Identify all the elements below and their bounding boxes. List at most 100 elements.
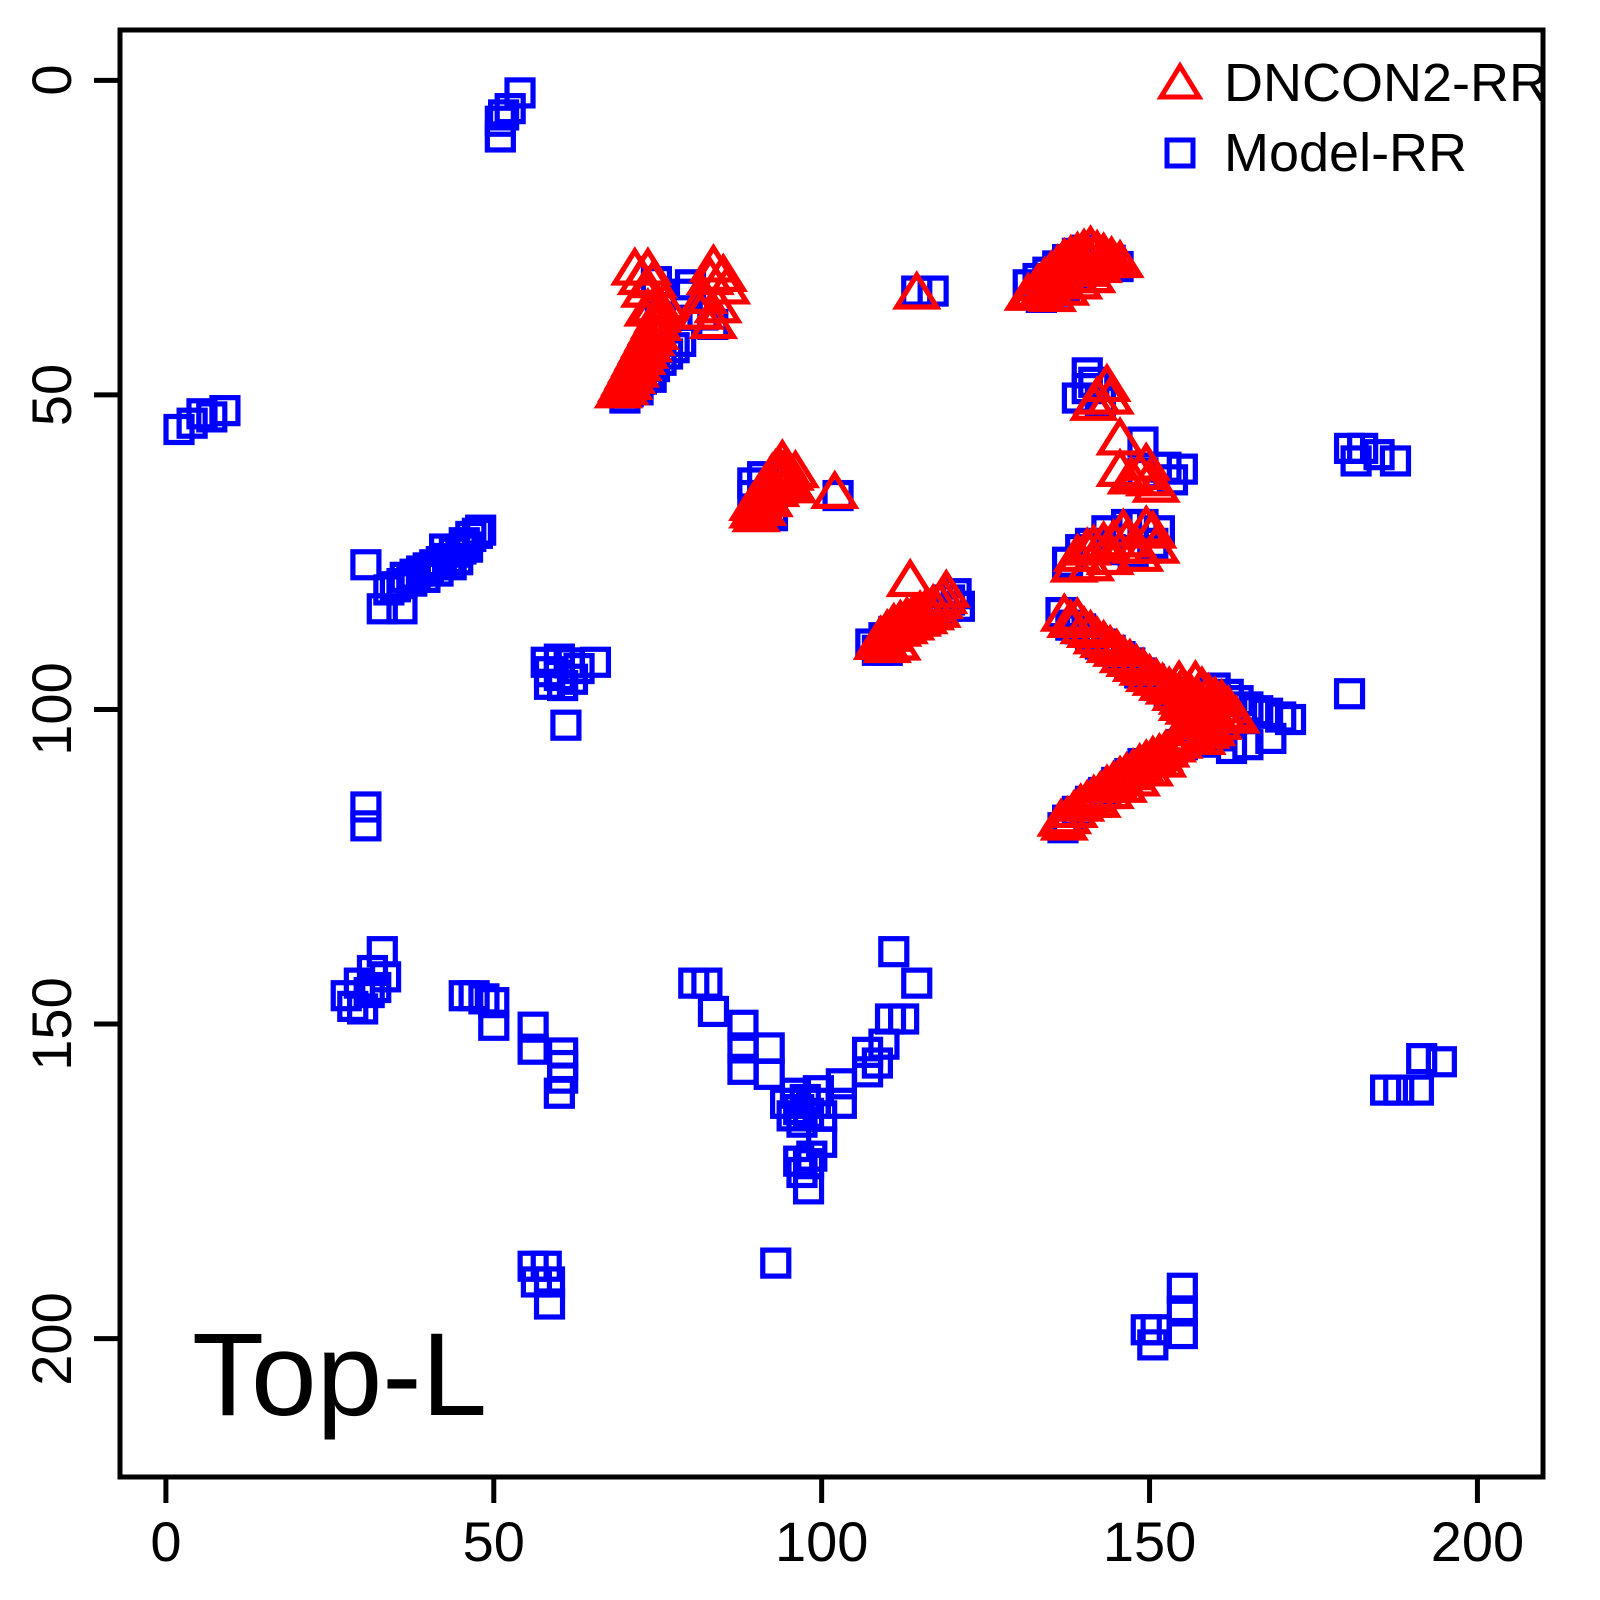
x-tick-label: 200 <box>1430 1510 1525 1573</box>
data-point-dncon2-rr <box>1137 738 1188 778</box>
data-point-dncon2-rr <box>1115 532 1165 572</box>
data-point-model-rr <box>484 105 516 137</box>
data-point-dncon2-rr <box>761 460 811 500</box>
data-point-model-rr <box>543 1077 575 1109</box>
data-point-model-rr <box>1333 678 1366 710</box>
x-tick-label: 100 <box>774 1510 869 1573</box>
legend-item-dncon2: DNCON2-RR <box>1152 52 1548 114</box>
data-point-model-rr <box>1379 445 1412 477</box>
data-point-model-rr <box>825 1087 857 1119</box>
data-point-model-rr <box>792 1173 825 1205</box>
data-point-dncon2-rr <box>1106 455 1156 495</box>
data-point-dncon2-rr <box>1128 509 1178 549</box>
data-point-model-rr <box>465 514 497 546</box>
data-point-dncon2-rr <box>616 255 667 296</box>
data-point-model-rr <box>488 99 520 131</box>
data-point-model-rr <box>186 398 218 430</box>
data-point-model-rr <box>861 1047 894 1079</box>
data-point-dncon2-rr <box>1082 362 1132 403</box>
data-point-dncon2-rr <box>633 301 683 342</box>
y-tick-label: 200 <box>20 1291 83 1386</box>
data-point-model-rr <box>504 77 536 109</box>
data-point-dncon2-rr <box>921 568 971 608</box>
panel-label: Top-L <box>192 1309 488 1441</box>
data-point-model-rr <box>1166 1295 1198 1327</box>
data-point-model-rr <box>697 995 730 1028</box>
data-point-dncon2-rr <box>1121 441 1171 481</box>
y-tick-label: 150 <box>20 977 83 1071</box>
data-point-model-rr <box>1402 1074 1435 1106</box>
legend-label-dncon2: DNCON2-RR <box>1224 53 1548 113</box>
data-point-dncon2-rr <box>810 469 860 510</box>
data-point-model-rr <box>901 967 933 999</box>
data-point-model-rr <box>429 533 461 565</box>
data-point-model-rr <box>530 1250 562 1282</box>
data-point-model-rr <box>786 1106 818 1138</box>
y-tick-label: 100 <box>20 662 83 757</box>
data-point-dncon2-rr <box>1054 260 1104 300</box>
data-point-model-rr <box>533 1266 566 1298</box>
data-point-model-rr <box>350 810 382 842</box>
data-point-model-rr <box>478 1009 510 1041</box>
legend-item-model: Model-RR <box>1152 122 1548 184</box>
data-point-model-rr <box>209 395 241 427</box>
data-point-model-rr <box>350 791 382 823</box>
data-point-model-rr <box>389 561 421 593</box>
data-point-dncon2-rr <box>1095 238 1145 279</box>
data-point-dncon2-rr <box>688 243 739 283</box>
data-point-model-rr <box>786 1156 818 1189</box>
data-point-model-rr <box>1406 1043 1438 1075</box>
data-point-model-rr <box>579 646 612 678</box>
triangle-icon <box>1156 61 1204 100</box>
data-point-model-rr <box>1425 1046 1457 1078</box>
data-point-model-rr <box>776 1100 808 1132</box>
data-point-dncon2-rr <box>892 270 942 310</box>
data-point-model-rr <box>517 1011 549 1043</box>
data-point-model-rr <box>1166 1317 1198 1350</box>
data-point-model-rr <box>1383 1074 1415 1106</box>
data-point-model-rr <box>1137 1329 1169 1361</box>
data-point-dncon2-rr <box>1124 746 1175 787</box>
data-point-model-rr <box>760 1247 792 1279</box>
x-tick-label: 50 <box>462 1510 525 1573</box>
data-point-dncon2-rr <box>1131 463 1181 503</box>
data-point-model-rr <box>350 549 382 581</box>
data-point-model-rr <box>547 669 579 702</box>
data-point-dncon2-rr <box>1072 778 1122 818</box>
y-tick-label: 50 <box>20 363 83 427</box>
data-point-model-rr <box>517 1033 549 1065</box>
data-point-dncon2-rr <box>1067 253 1117 294</box>
data-point-model-rr <box>366 936 398 968</box>
data-point-model-rr <box>550 709 582 741</box>
square-icon <box>1164 137 1196 169</box>
data-point-model-rr <box>1340 445 1372 477</box>
data-point-model-rr <box>888 1003 920 1035</box>
data-point-dncon2-rr <box>1211 694 1261 734</box>
data-point-model-rr <box>484 121 516 153</box>
data-point-model-rr <box>461 517 493 549</box>
data-point-dncon2-rr <box>885 557 935 598</box>
data-point-model-rr <box>878 936 910 968</box>
x-tick-label: 0 <box>150 1510 182 1573</box>
data-point-model-rr <box>1274 703 1307 736</box>
x-tick-label: 150 <box>1102 1510 1197 1573</box>
data-point-model-rr <box>868 1028 900 1060</box>
data-point-model-rr <box>360 971 392 1004</box>
data-point-model-rr <box>1363 439 1395 471</box>
data-point-model-rr <box>851 1056 884 1088</box>
data-point-model-rr <box>1166 1272 1198 1304</box>
legend: DNCON2-RR Model-RR <box>1152 52 1548 184</box>
data-point-model-rr <box>556 663 589 695</box>
data-point-dncon2-rr <box>688 299 739 340</box>
data-point-model-rr <box>176 407 208 439</box>
data-point-dncon2-rr <box>1036 797 1086 837</box>
data-point-model-rr <box>478 987 510 1019</box>
data-point-dncon2-rr <box>872 621 922 661</box>
data-point-model-rr <box>1255 722 1287 755</box>
legend-label-model: Model-RR <box>1224 123 1468 183</box>
plot-border <box>117 27 1546 1480</box>
data-point-dncon2-rr <box>1085 535 1135 576</box>
data-point-dncon2-rr <box>1069 381 1119 421</box>
